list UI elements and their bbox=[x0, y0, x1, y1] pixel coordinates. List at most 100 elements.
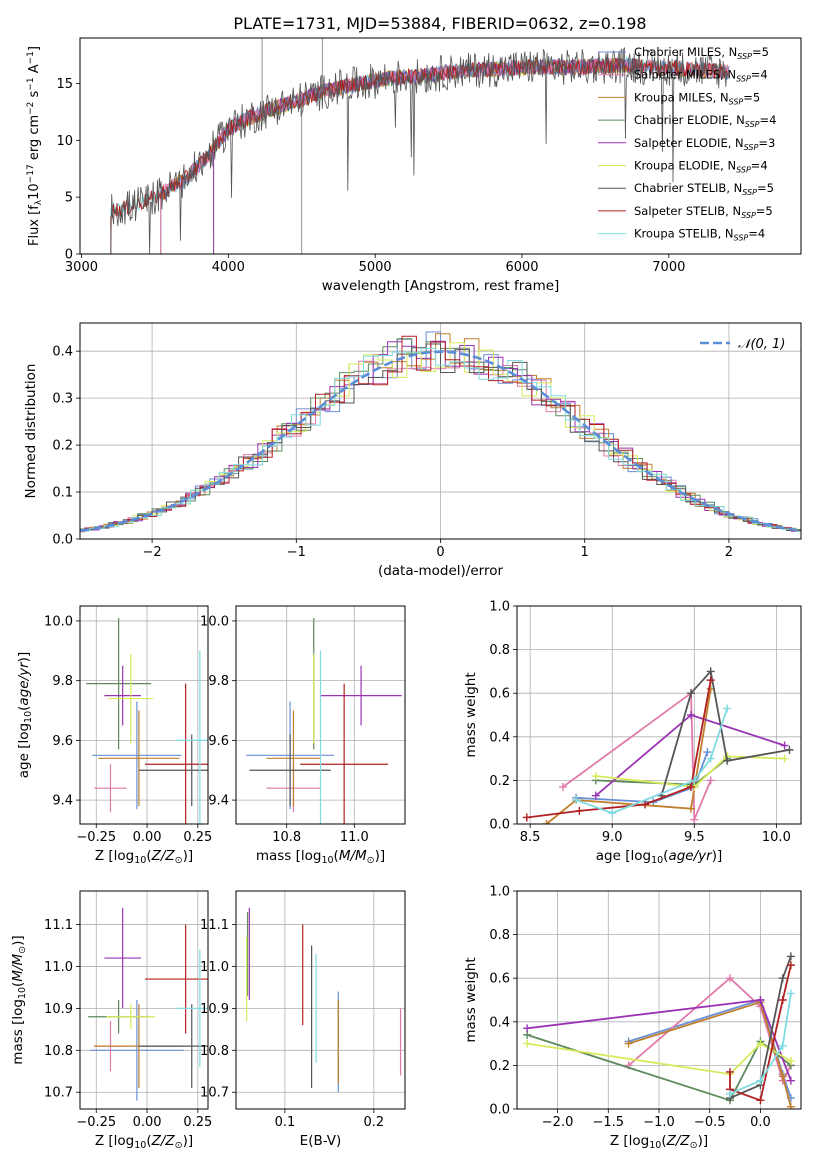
y-axis-label-part: −17 bbox=[26, 164, 36, 183]
x-axis-label-part: ⊙ bbox=[175, 1140, 183, 1151]
legend-label: Chabrier STELIB, NSSP=5 bbox=[634, 181, 774, 197]
y-axis-label: age [log10(age/yr)] bbox=[16, 652, 34, 778]
weight-point-marker bbox=[522, 813, 531, 822]
weight-point-marker bbox=[575, 806, 584, 815]
y-axis-label-part: ⊙ bbox=[17, 946, 28, 954]
y-tick-label: 0.0 bbox=[489, 818, 510, 833]
y-tick-label: 10.8 bbox=[200, 1044, 229, 1059]
x-axis-label: wavelength [Angstrom, rest frame] bbox=[322, 278, 560, 294]
legend-label-text: Kroupa STELIB, N bbox=[634, 227, 734, 241]
x-axis-label: Z [log10(Z/Z⊙)] bbox=[95, 848, 193, 866]
x-tick-label: 1 bbox=[581, 545, 589, 560]
x-axis-label-part: Z/Z bbox=[151, 848, 176, 864]
axes-frame bbox=[235, 605, 406, 825]
legend-label-sub: SSP bbox=[741, 211, 756, 220]
y-tick-label: 9.4 bbox=[52, 794, 73, 809]
legend-label-suffix: =3 bbox=[758, 136, 775, 150]
x-tick-label: 0 bbox=[436, 545, 444, 560]
mass-weight-vs-age-panel: 8.5 9.0 9.5 10.0 0.0 0.2 0.4 0.6 0.8 1.0 age [log1… bbox=[463, 600, 802, 866]
x-axis-label-part: mass [log bbox=[256, 848, 322, 864]
y-tick-label: 9.6 bbox=[52, 734, 73, 749]
y-axis-label-part: Flux [f bbox=[27, 205, 42, 246]
weight-point-marker bbox=[572, 796, 581, 805]
y-tick-label: 0.4 bbox=[52, 345, 73, 360]
x-axis-label: Z [log10(Z/Z⊙)] bbox=[95, 1133, 193, 1151]
x-tick-label: −2 bbox=[143, 545, 162, 560]
x-tick-label: 3000 bbox=[65, 260, 98, 275]
y-tick-label: 0.4 bbox=[489, 1015, 510, 1030]
y-axis-label-part: 10 bbox=[23, 711, 34, 723]
spectrum-series-line bbox=[160, 57, 730, 254]
x-axis-label-part: 10 bbox=[134, 1140, 146, 1151]
weight-series-line bbox=[729, 993, 792, 1095]
legend-label: Kroupa MILES, NSSP=5 bbox=[634, 90, 760, 106]
legend-label-suffix: =5 bbox=[756, 204, 773, 218]
weight-point-marker bbox=[690, 776, 699, 785]
weight-point-marker bbox=[706, 754, 715, 763]
x-axis-label-part: Z [log bbox=[95, 1133, 134, 1149]
x-axis-label-part: Z [log bbox=[610, 1133, 649, 1149]
x-axis-label-part: 10 bbox=[134, 855, 146, 866]
plot-area bbox=[522, 667, 794, 824]
weight-point-marker bbox=[641, 800, 650, 809]
y-axis-label-part: A bbox=[27, 64, 42, 77]
x-axis-label-part: 10 bbox=[651, 855, 663, 866]
y-axis-label-part: age [log bbox=[16, 723, 32, 778]
y-axis-label: Flux [fλ10−17 erg cm−2 s−1 A−1] bbox=[26, 46, 44, 246]
y-tick-label: 0.3 bbox=[52, 392, 73, 407]
mass-weight-vs-metallicity-panel: −2.0 −1.5 −1.0 −0.5 0.0 0.0 0.2 0.4 0.6 0.8 1.0 Z [… bbox=[463, 885, 802, 1151]
axes-frame bbox=[79, 37, 802, 255]
x-tick-label: 6000 bbox=[505, 260, 538, 275]
weight-point-marker bbox=[756, 1096, 765, 1105]
axes-frame bbox=[79, 605, 209, 825]
y-tick-label: 1.0 bbox=[489, 885, 510, 900]
weight-point-marker bbox=[756, 1039, 765, 1048]
legend-label-suffix: =5 bbox=[757, 181, 774, 195]
x-tick-label: 7000 bbox=[652, 260, 685, 275]
legend-label: Salpeter ELODIE, NSSP=3 bbox=[634, 136, 775, 152]
x-tick-label: −1.0 bbox=[643, 1115, 675, 1130]
x-axis-label-part: ⊙ bbox=[175, 855, 183, 866]
weight-point-marker bbox=[706, 667, 715, 676]
x-axis-label-part: Z/Z bbox=[666, 1133, 691, 1149]
y-axis-label-part: −1 bbox=[26, 51, 36, 64]
legend-label-suffix: =4 bbox=[751, 68, 768, 82]
weight-point-marker bbox=[726, 974, 734, 983]
weight-series-line bbox=[562, 691, 712, 820]
y-axis-label-part: ] bbox=[27, 46, 42, 51]
weight-point-marker bbox=[624, 1039, 633, 1048]
legend-label-suffix: =4 bbox=[760, 113, 777, 127]
y-axis-label-part: )] bbox=[16, 652, 32, 663]
legend-label-sub: SSP bbox=[742, 188, 757, 197]
weight-point-marker bbox=[687, 689, 696, 698]
x-axis-label-part: ( bbox=[146, 848, 151, 864]
x-axis-label-part: 10 bbox=[649, 1140, 661, 1151]
y-tick-label: 10.7 bbox=[200, 1086, 229, 1101]
y-tick-label: 11.0 bbox=[200, 960, 229, 975]
weight-point-marker bbox=[591, 791, 600, 800]
x-tick-label: 10.8 bbox=[272, 830, 301, 845]
x-axis-label-part: ( bbox=[146, 1133, 151, 1149]
legend-label: Salpeter STELIB, NSSP=5 bbox=[634, 204, 773, 220]
y-axis-label-part: ( bbox=[16, 706, 32, 711]
y-axis-label-part: λ bbox=[34, 199, 44, 205]
x-tick-label: −0.5 bbox=[694, 1115, 726, 1130]
y-tick-label: 10.9 bbox=[200, 1002, 229, 1017]
x-axis-label-part: ⊙ bbox=[690, 1140, 698, 1151]
y-tick-label: 10 bbox=[56, 134, 73, 149]
legend-label-text: Kroupa MILES, N bbox=[634, 90, 729, 104]
y-tick-label: 10.9 bbox=[44, 1002, 73, 1017]
y-axis-label-part: erg cm bbox=[27, 115, 42, 164]
y-tick-label: 9.8 bbox=[52, 674, 73, 689]
y-tick-label: 11.0 bbox=[44, 960, 73, 975]
y-tick-label: 5 bbox=[65, 191, 73, 206]
legend-label-text: Chabrier STELIB, N bbox=[634, 181, 742, 195]
weight-series-line bbox=[526, 679, 712, 819]
y-axis-label-part: mass [log bbox=[10, 999, 26, 1065]
weight-point-marker bbox=[687, 782, 696, 791]
weight-series-line bbox=[628, 1001, 792, 1108]
weight-point-marker bbox=[726, 1067, 734, 1076]
x-axis-label-part: )] bbox=[698, 1133, 709, 1149]
x-tick-label: 9.5 bbox=[684, 830, 705, 845]
